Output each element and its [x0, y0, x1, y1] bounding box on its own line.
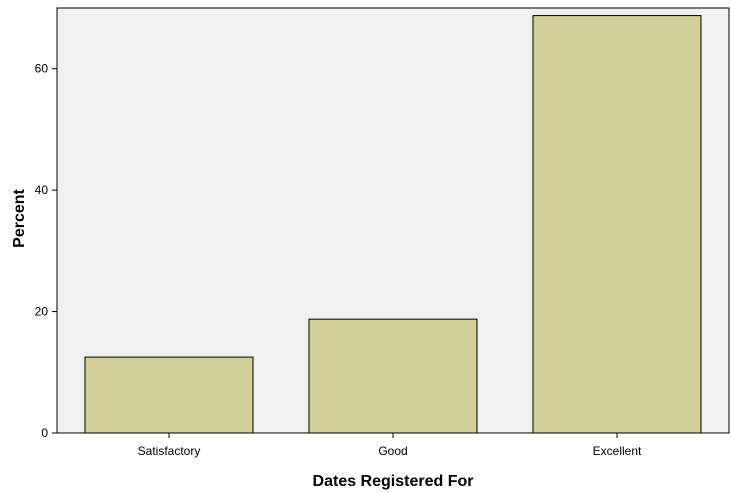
y-tick-label: 0 [41, 426, 48, 440]
x-axis-title: Dates Registered For [313, 473, 474, 490]
x-tick-label: Good [378, 444, 407, 458]
x-axis: Satisfactory Good Excellent [138, 433, 642, 458]
y-axis-title: Percent [11, 188, 28, 247]
x-tick-label: Excellent [593, 444, 642, 458]
bar-satisfactory [84, 356, 254, 434]
y-tick-label: 40 [35, 183, 49, 197]
y-tick-label: 20 [35, 305, 49, 319]
y-tick-label: 60 [35, 62, 49, 76]
bars-group [84, 15, 702, 434]
y-axis: 0 20 40 60 [35, 8, 58, 440]
bar-good [308, 318, 478, 434]
x-tick-label: Satisfactory [138, 444, 201, 458]
bar-excellent [532, 15, 702, 434]
